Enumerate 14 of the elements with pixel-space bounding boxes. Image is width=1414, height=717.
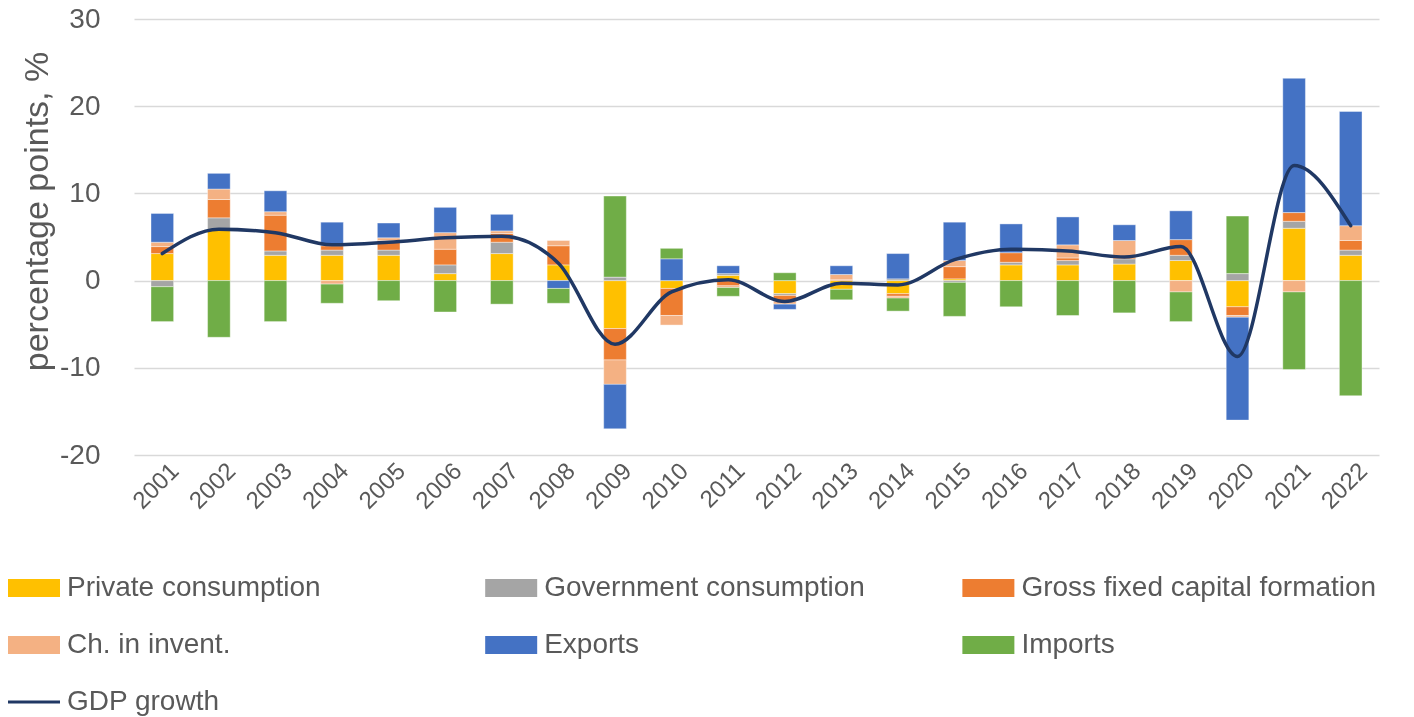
legend-label: Ch. in invent.	[67, 628, 231, 659]
y-tick-label: 0	[84, 264, 101, 296]
legend-label: Private consumption	[67, 571, 321, 602]
y-axis-title: percentage points, %	[16, 51, 55, 372]
y-tick-label: -20	[60, 438, 101, 470]
legend-label: Imports	[1021, 628, 1115, 659]
y-tick-label: -10	[60, 351, 101, 383]
y-tick-label: 30	[69, 2, 101, 34]
y-tick-label: 10	[69, 176, 101, 208]
legend-label: Gross fixed capital formation	[1021, 571, 1377, 602]
legend-label: Exports	[544, 628, 640, 659]
y-tick-label: 20	[69, 89, 101, 121]
legend-label: GDP growth	[67, 685, 219, 716]
legend-label: Government consumption	[544, 571, 865, 602]
